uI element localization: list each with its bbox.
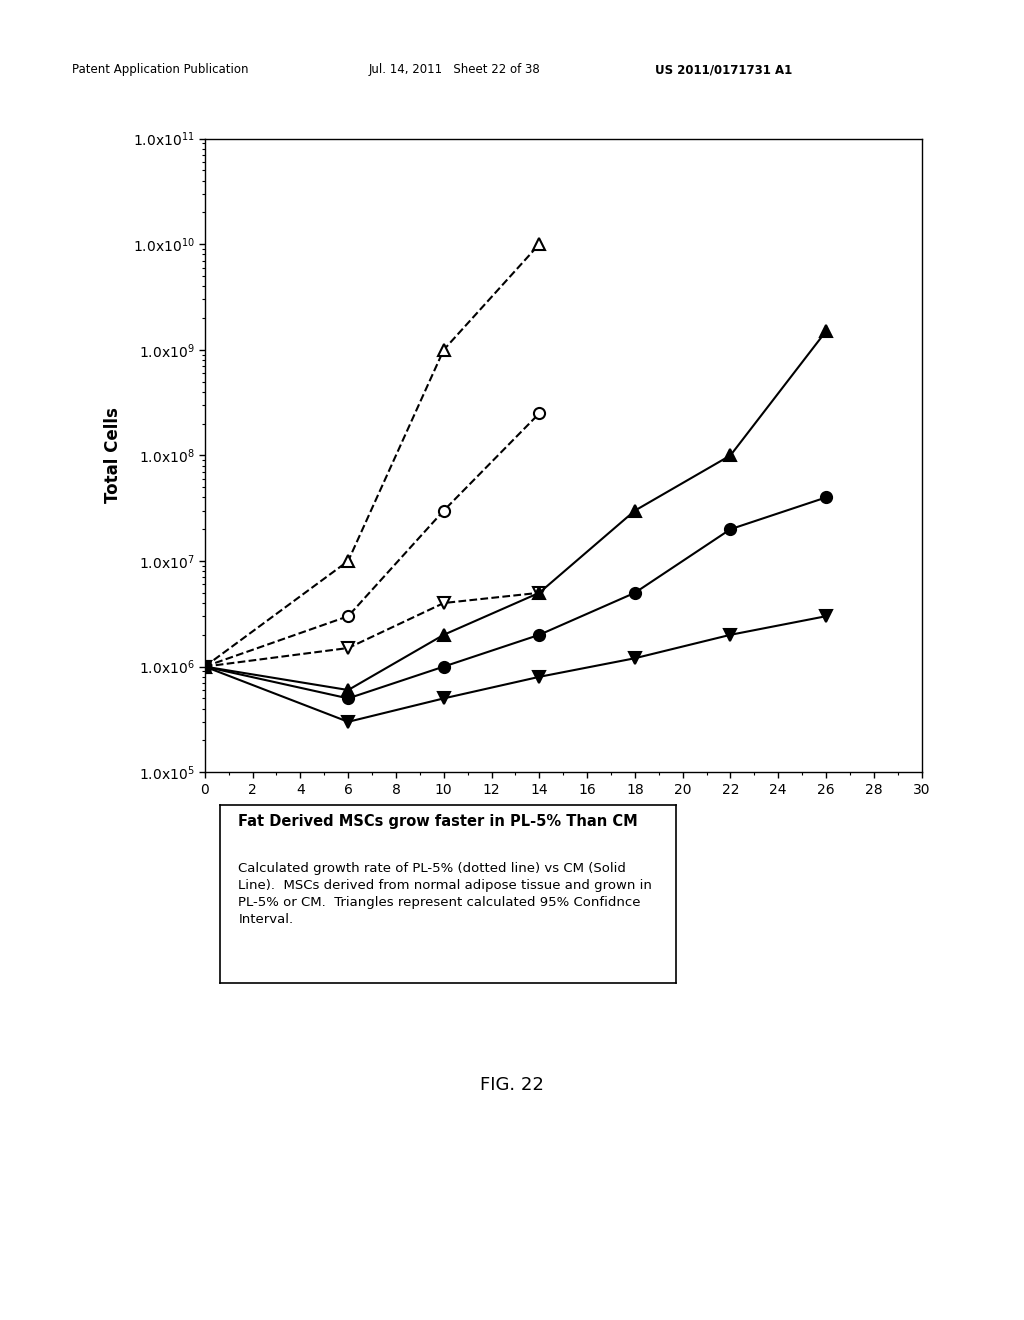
Text: Calculated growth rate of PL-5% (dotted line) vs CM (Solid
Line).  MSCs derived : Calculated growth rate of PL-5% (dotted … bbox=[239, 862, 652, 927]
Text: Fat Derived MSCs grow faster in PL-5% Than CM: Fat Derived MSCs grow faster in PL-5% Th… bbox=[239, 814, 638, 829]
Text: US 2011/0171731 A1: US 2011/0171731 A1 bbox=[655, 63, 793, 77]
Text: Jul. 14, 2011   Sheet 22 of 38: Jul. 14, 2011 Sheet 22 of 38 bbox=[369, 63, 541, 77]
Text: FIG. 22: FIG. 22 bbox=[480, 1076, 544, 1094]
Text: Patent Application Publication: Patent Application Publication bbox=[72, 63, 248, 77]
Y-axis label: Total Cells: Total Cells bbox=[103, 408, 122, 503]
X-axis label: Days: Days bbox=[541, 805, 586, 822]
